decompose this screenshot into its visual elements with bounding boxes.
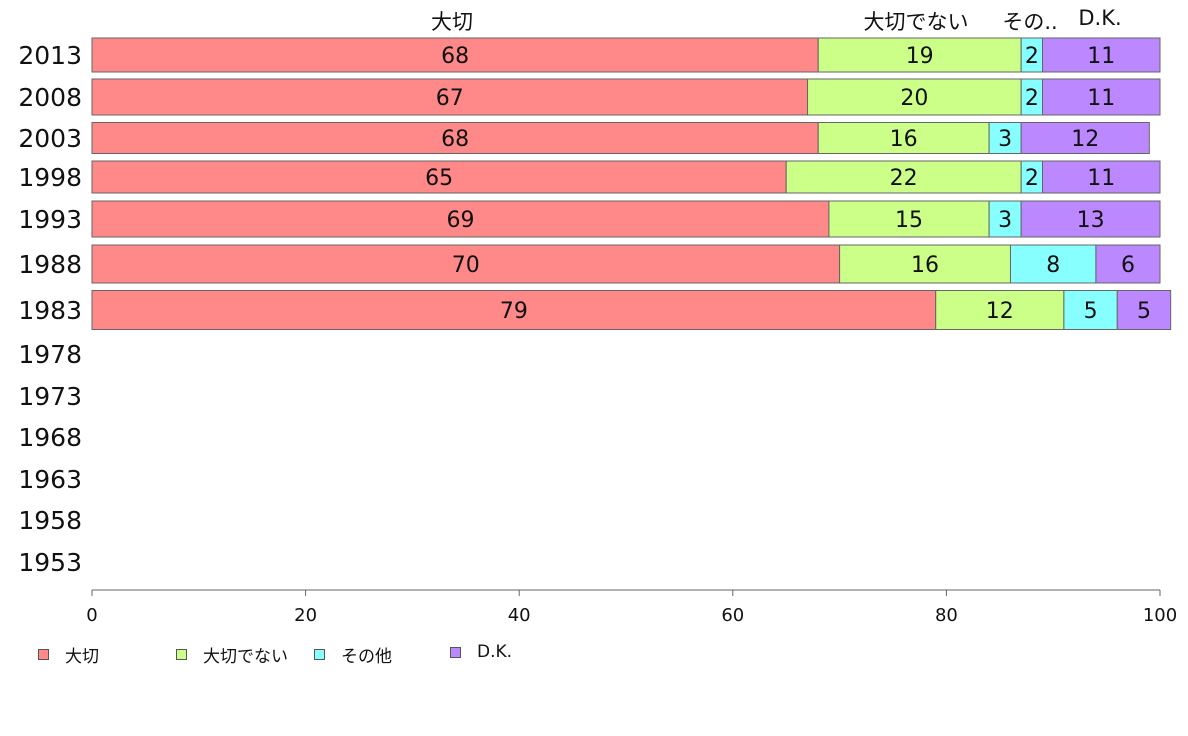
data-label: 22 [890, 166, 918, 191]
bar-segment [1116, 290, 1172, 330]
data-label: 20 [900, 86, 928, 111]
legend-swatch-important [38, 649, 49, 660]
bar-segment [817, 122, 990, 154]
bar-segment [828, 200, 990, 238]
data-label: 2 [1025, 86, 1039, 111]
bar-segment [807, 78, 1022, 116]
y-tick-label: 1953 [18, 548, 82, 577]
y-tick-label: 1998 [18, 163, 82, 192]
y-tick-label: 1958 [18, 506, 82, 535]
bar-segment [1095, 244, 1161, 284]
legend-label-important: 大切 [65, 647, 99, 667]
legend-item-dk: D.K. [450, 642, 512, 662]
legend-label-dk: D.K. [477, 642, 513, 662]
data-label: 13 [1077, 208, 1105, 233]
bar-segment [988, 200, 1022, 238]
legend-label-other: その他 [341, 647, 392, 667]
x-tick-label: 100 [1143, 605, 1177, 626]
legend-item-other: その他 [314, 642, 392, 667]
bar-segment [1042, 160, 1161, 194]
legend-label-not-important: 大切でない [203, 647, 288, 667]
bar-segment [91, 290, 937, 330]
bar-segment [91, 200, 830, 238]
data-label: 3 [998, 208, 1012, 233]
data-label: 70 [452, 253, 480, 278]
data-label: 5 [1084, 299, 1098, 324]
bar-segment [1020, 122, 1150, 154]
bar-segment [91, 244, 841, 284]
y-tick-label: 2013 [18, 41, 82, 70]
data-label: 19 [906, 44, 934, 69]
legend-swatch-other [314, 649, 325, 660]
bar-segment [988, 122, 1022, 154]
data-label: 11 [1087, 86, 1115, 111]
data-label: 69 [446, 208, 474, 233]
bar-segment [91, 78, 809, 116]
x-tick-label: 40 [508, 605, 531, 626]
y-tick-label: 1973 [18, 382, 82, 411]
data-label: 2 [1025, 166, 1039, 191]
x-tick-label: 60 [721, 605, 744, 626]
data-label: 67 [436, 86, 464, 111]
legend-item-not-important: 大切でない [176, 642, 288, 667]
data-label: 16 [890, 127, 918, 152]
data-label: 16 [911, 253, 939, 278]
bar-segment [785, 160, 1022, 194]
data-label: 65 [425, 166, 453, 191]
legend-swatch-not-important [176, 649, 187, 660]
column-header-dk: D.K. [1078, 6, 1122, 30]
data-label: 8 [1046, 253, 1060, 278]
bar-segment [1042, 37, 1161, 73]
y-tick-label: 1978 [18, 340, 82, 369]
data-label: 79 [500, 299, 528, 324]
legend-swatch-dk [450, 646, 461, 658]
y-tick-label: 2003 [18, 124, 82, 153]
data-label: 15 [895, 208, 923, 233]
data-label: 6 [1121, 253, 1135, 278]
bar-segment [91, 37, 819, 73]
bar-segment [839, 244, 1011, 284]
bar-segment [817, 37, 1022, 73]
y-tick-label: 1983 [18, 296, 82, 325]
x-tick-label: 20 [294, 605, 317, 626]
data-label: 5 [1137, 299, 1151, 324]
column-header-other: その.. [1002, 10, 1058, 34]
x-tick-label: 80 [935, 605, 958, 626]
y-tick-label: 2008 [18, 83, 82, 112]
bar-segment [91, 160, 787, 194]
legend-item-important: 大切 [38, 642, 99, 667]
data-label: 12 [986, 299, 1014, 324]
data-label: 68 [441, 44, 469, 69]
y-tick-label: 1963 [18, 465, 82, 494]
data-label: 11 [1087, 44, 1115, 69]
data-label: 12 [1071, 127, 1099, 152]
data-label: 11 [1087, 166, 1115, 191]
column-header-important: 大切 [431, 10, 473, 34]
bar-segment [1020, 200, 1161, 238]
bar-segment [935, 290, 1065, 330]
data-label: 68 [441, 127, 469, 152]
y-tick-label: 1988 [18, 250, 82, 279]
data-label: 2 [1025, 44, 1039, 69]
x-tick-label: 0 [86, 605, 97, 626]
data-label: 3 [998, 127, 1012, 152]
bar-segment [1063, 290, 1118, 330]
y-tick-label: 1993 [18, 205, 82, 234]
y-tick-label: 1968 [18, 423, 82, 452]
bar-segment [91, 122, 819, 154]
column-header-not-important: 大切でない [863, 10, 969, 34]
bar-segment [1042, 78, 1161, 116]
